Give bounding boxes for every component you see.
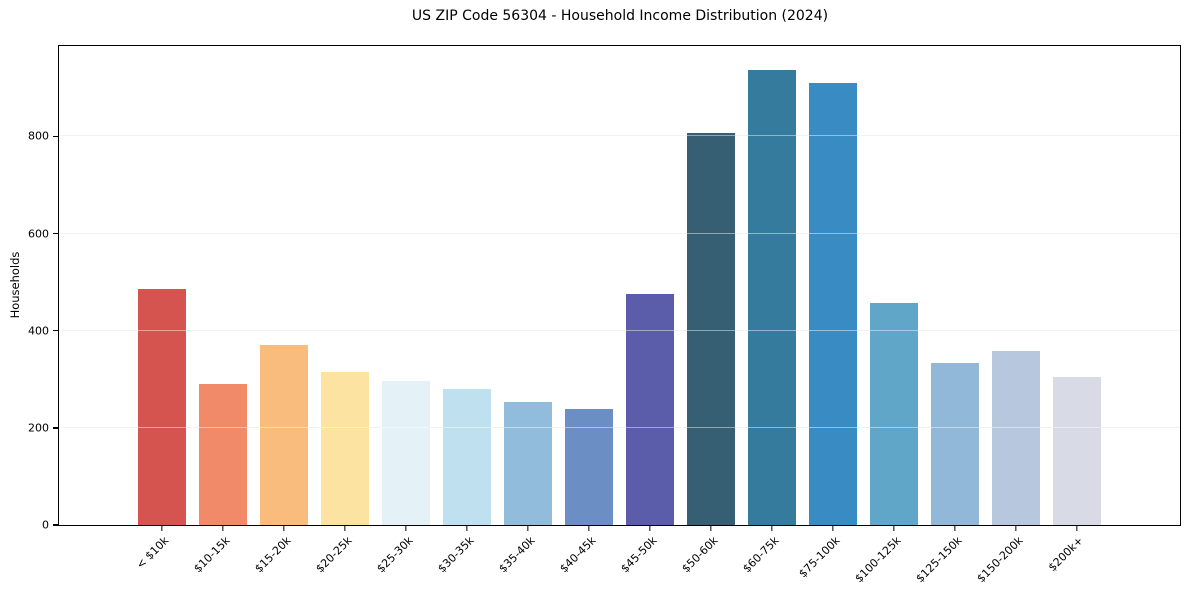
- x-tick-label-text: $45-50k: [617, 534, 660, 576]
- bar-8: [564, 409, 614, 525]
- bar-10: [686, 133, 736, 525]
- x-tick-label-text: $10-15k: [190, 534, 233, 576]
- x-tick-label-text: $150-200k: [973, 534, 1026, 586]
- x-tick-label-text: $35-40k: [495, 534, 538, 576]
- bar-9: [625, 294, 675, 525]
- bar-13: [869, 302, 919, 525]
- x-tick-mark: [466, 526, 468, 531]
- bar-4: [320, 372, 370, 525]
- x-tick-mark: [832, 526, 834, 531]
- x-tick-label-text: $60-75k: [739, 534, 782, 576]
- y-tick-label: 200: [28, 421, 49, 435]
- x-tick-mark: [710, 526, 712, 531]
- gridline-overlay: [59, 232, 1180, 234]
- bar-15: [991, 350, 1041, 525]
- gridline-overlay: [59, 135, 1180, 137]
- x-tick-mark: [649, 526, 651, 531]
- x-tick-label-text: $50-60k: [678, 534, 721, 576]
- x-tick-label-text: $75-100k: [795, 534, 843, 581]
- x-tick-mark: [588, 526, 590, 531]
- x-tick-mark: [283, 526, 285, 531]
- bar-16: [1052, 376, 1102, 525]
- x-tick-label-text: $15-20k: [251, 534, 294, 576]
- x-tick-mark: [344, 526, 346, 531]
- bar-5: [381, 381, 431, 525]
- bar-3: [259, 345, 309, 525]
- x-tick-label-text: $200k+: [1046, 534, 1087, 575]
- bar-7: [503, 401, 553, 525]
- bar-2: [198, 384, 248, 525]
- y-tick-mark: [52, 135, 58, 138]
- x-tick-mark: [527, 526, 529, 531]
- x-tick-label-text: $125-150k: [912, 534, 965, 586]
- y-tick-label: 0: [42, 518, 49, 532]
- x-tick-mark: [1015, 526, 1017, 531]
- x-tick-label-text: $30-35k: [434, 534, 477, 576]
- x-tick-mark: [771, 526, 773, 531]
- x-tick-mark: [1076, 526, 1078, 531]
- y-tick-mark: [52, 232, 58, 235]
- x-tick-mark: [893, 526, 895, 531]
- gridline: [59, 426, 1180, 428]
- x-tick-label-text: $25-30k: [373, 534, 416, 576]
- x-tick-label-text: < $10k: [133, 534, 172, 572]
- gridline: [59, 135, 1180, 137]
- x-tick-label-text: $100-125k: [851, 534, 904, 586]
- x-tick-mark: [161, 526, 163, 531]
- y-tick-label: 800: [28, 129, 49, 143]
- gridline: [59, 232, 1180, 234]
- bar-6: [442, 388, 492, 525]
- bar-14: [930, 362, 980, 525]
- x-tick-mark: [405, 526, 407, 531]
- y-axis-label: Households: [8, 251, 22, 319]
- x-tick-label-text: $20-25k: [312, 534, 355, 576]
- y-tick-label: 400: [28, 324, 49, 338]
- plot-area: 0 200 400 600 800 < $10k $10-15k $15-20k $20-25k…: [28, 45, 1181, 585]
- x-tick-label-text: $40-45k: [556, 534, 599, 576]
- y-tick-mark: [52, 427, 58, 429]
- gridline-overlay: [59, 329, 1180, 331]
- y-tick-label: 600: [28, 227, 49, 241]
- y-tick-mark: [52, 330, 58, 332]
- x-tick-mark: [222, 526, 224, 531]
- bar-12: [808, 83, 858, 525]
- x-tick-mark: [954, 526, 956, 531]
- chart-title: US ZIP Code 56304 - Household Income Dis…: [411, 8, 829, 24]
- bar-11: [747, 69, 797, 525]
- bar-1: [137, 289, 187, 525]
- y-tick-mark: [52, 524, 58, 526]
- gridline: [59, 329, 1180, 331]
- gridline-overlay: [59, 426, 1180, 428]
